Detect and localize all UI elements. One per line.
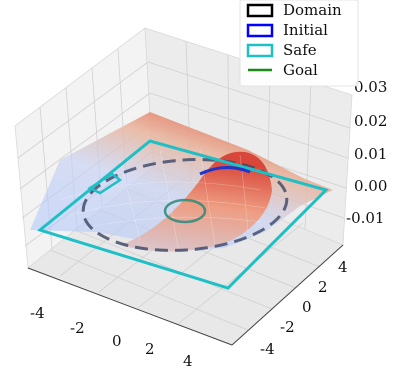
surface-wireframe — [59, 149, 266, 249]
legend-initial-label: Initial — [283, 21, 328, 39]
surface — [30, 112, 333, 252]
z-tick-label: 0.01 — [354, 145, 387, 163]
x-tick-labels: -4 -2 0 2 4 — [30, 304, 193, 370]
y-tick-label: 0 — [302, 298, 312, 316]
legend-initial-swatch — [246, 23, 274, 38]
z-tick-label: 0.03 — [354, 78, 387, 96]
x-tick-label: 2 — [145, 340, 155, 358]
legend-safe-label: Safe — [283, 41, 317, 59]
y-tick-label: 4 — [338, 258, 348, 276]
y-tick-label: -4 — [260, 340, 275, 358]
y-tick-labels: 4 2 0 -2 -4 — [260, 258, 348, 358]
z-tick-label: 0.00 — [354, 177, 387, 195]
domain-region — [81, 158, 289, 252]
y-tick-label: 2 — [318, 278, 328, 296]
x-tick-label: 4 — [183, 352, 193, 370]
goal-region — [163, 198, 207, 224]
x-tick-label: 0 — [112, 332, 122, 350]
legend-frame — [239, 0, 359, 87]
legend-safe-swatch — [246, 43, 274, 58]
axes-edges — [27, 244, 344, 346]
x-tick-label: -2 — [70, 319, 85, 337]
legend-goal-label: Goal — [283, 61, 318, 79]
x-tick-label: -4 — [30, 304, 45, 322]
initial-region — [199, 166, 251, 176]
legend-domain-label: Domain — [283, 1, 342, 19]
z-tick-labels: 0.03 0.02 0.01 0.00 -0.01 — [346, 78, 387, 227]
safe-region — [36, 139, 329, 290]
legend: Domain Initial Safe Goal — [239, 0, 359, 87]
z-tick-label: -0.01 — [346, 209, 384, 227]
y-tick-label: -2 — [280, 318, 295, 336]
legend-domain-swatch — [246, 3, 274, 18]
z-tick-label: 0.02 — [354, 112, 387, 130]
safe-notch — [87, 172, 123, 195]
